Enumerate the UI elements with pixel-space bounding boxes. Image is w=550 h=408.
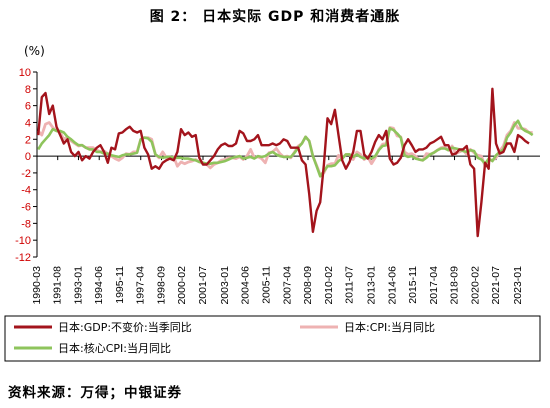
x-tick-label: 1998-09 <box>155 266 167 305</box>
y-tick-label: -8 <box>21 218 31 230</box>
x-axis: 1990-03 1991-08 1993-01 1994-06 1995-11 1997-… <box>31 155 540 305</box>
x-tick-label: 2003-01 <box>219 266 231 305</box>
y-tick-label: 4 <box>25 117 31 129</box>
x-tick-label: 2010-02 <box>323 266 335 305</box>
x-tick-label: 2013-01 <box>366 266 378 305</box>
x-tick-label: 2011-07 <box>344 266 356 304</box>
x-tick-label: 2007-04 <box>281 266 293 305</box>
x-tick-label: 2004-06 <box>240 266 252 305</box>
x-tick-label: 2001-07 <box>197 266 209 305</box>
x-tick-label: 1991-08 <box>52 266 64 305</box>
y-tick-label: 2 <box>25 134 31 146</box>
series-line-0 <box>37 87 530 238</box>
x-tick-label: 1997-04 <box>135 266 147 305</box>
x-tick-label: 2015-11 <box>407 266 419 304</box>
chart-title: 图 2： 日本实际 GDP 和消费者通胀 <box>149 9 401 25</box>
x-tick-label: 2008-09 <box>302 266 314 305</box>
source-note: 资料来源：万得；中银证券 <box>8 385 182 401</box>
legend-box <box>4 315 541 362</box>
legend-label-2: 日本:核心CPI:当月同比 <box>58 341 171 355</box>
series-layer <box>37 87 534 238</box>
x-tick-label: 2023-01 <box>512 266 524 305</box>
y-tick-label: 0 <box>25 151 31 163</box>
legend-label-0: 日本:GDP:不变价:当季同比 <box>58 320 192 334</box>
x-tick-label: 2017-04 <box>428 266 440 305</box>
y-tick-label: -12 <box>15 252 31 264</box>
x-tick-label: 1993-01 <box>72 266 84 305</box>
x-tick-label: 1990-03 <box>31 266 43 305</box>
x-tick-label: 2014-06 <box>386 266 398 305</box>
x-tick-label: 2018-09 <box>449 266 461 305</box>
y-tick-label: 10 <box>19 67 31 79</box>
legend-label-1: 日本:CPI:当月同比 <box>344 320 435 334</box>
y-tick-label: 6 <box>25 101 31 113</box>
y-tick-label: -6 <box>21 202 31 214</box>
y-tick-label: 8 <box>25 84 31 96</box>
x-tick-label: 1994-06 <box>93 266 105 305</box>
x-tick-label: 2021-07 <box>490 266 502 305</box>
y-tick-label: -2 <box>21 168 31 180</box>
y-tick-label: -4 <box>21 185 31 197</box>
y-tick-label: -10 <box>15 235 31 247</box>
x-tick-label: 2005-11 <box>260 266 272 304</box>
x-tick-label: 2000-02 <box>176 266 188 305</box>
x-tick-label: 1995-11 <box>114 266 126 304</box>
y-axis-label: (%) <box>24 44 45 58</box>
y-axis: 10 8 6 4 2 0 -2 -4 -6 -8 -10 -12 <box>15 67 38 264</box>
x-tick-label: 2020-02 <box>469 266 481 305</box>
